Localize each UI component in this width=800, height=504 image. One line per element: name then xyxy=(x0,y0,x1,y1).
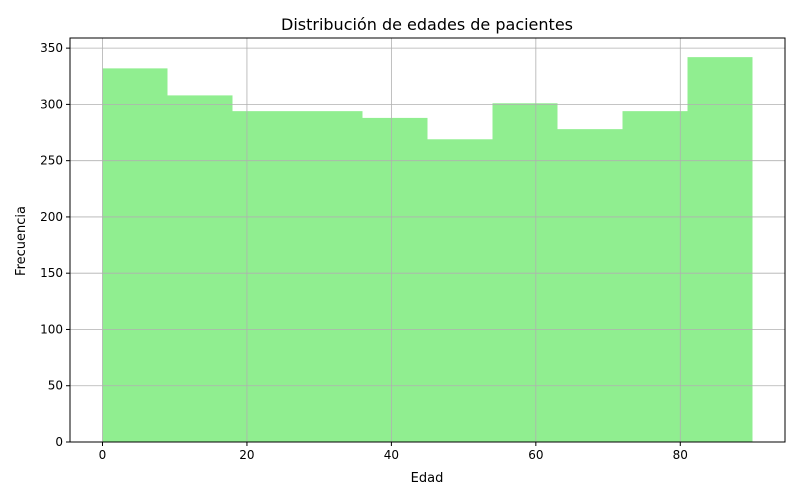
histogram-bars xyxy=(102,57,753,442)
y-tick-label-4: 200 xyxy=(40,210,63,224)
x-axis-ticks: 0 20 40 60 80 xyxy=(99,442,688,462)
histogram-bar-1 xyxy=(167,95,233,442)
y-tick-label-3: 150 xyxy=(40,266,63,280)
histogram-bar-9 xyxy=(687,57,753,442)
histogram-bar-0 xyxy=(102,68,168,442)
y-tick-label-5: 250 xyxy=(40,154,63,168)
x-tick-label-2: 40 xyxy=(384,448,399,462)
x-tick-label-1: 20 xyxy=(239,448,254,462)
x-axis-label: Edad xyxy=(411,471,444,486)
chart-title: Distribución de edades de pacientes xyxy=(281,15,573,34)
x-tick-label-4: 80 xyxy=(673,448,688,462)
y-tick-label-1: 50 xyxy=(48,379,63,393)
histogram-bar-3 xyxy=(297,111,363,442)
histogram-bar-8 xyxy=(622,111,688,442)
y-axis-label: Frecuencia xyxy=(14,206,29,276)
x-tick-label-0: 0 xyxy=(99,448,107,462)
y-tick-label-2: 100 xyxy=(40,322,63,336)
y-tick-label-7: 350 xyxy=(40,41,63,55)
axes xyxy=(69,37,786,443)
histogram-bar-2 xyxy=(232,111,298,442)
histogram-bar-5 xyxy=(427,139,493,442)
y-tick-label-0: 0 xyxy=(55,435,63,449)
x-tick-label-3: 60 xyxy=(528,448,543,462)
y-tick-label-6: 300 xyxy=(40,97,63,111)
histogram-bar-7 xyxy=(557,129,623,442)
plot-frame xyxy=(69,37,786,443)
y-axis-ticks: 0 50 100 150 200 250 300 350 xyxy=(40,41,70,449)
histogram-bar-4 xyxy=(362,117,428,442)
histogram-bar-6 xyxy=(492,103,558,442)
